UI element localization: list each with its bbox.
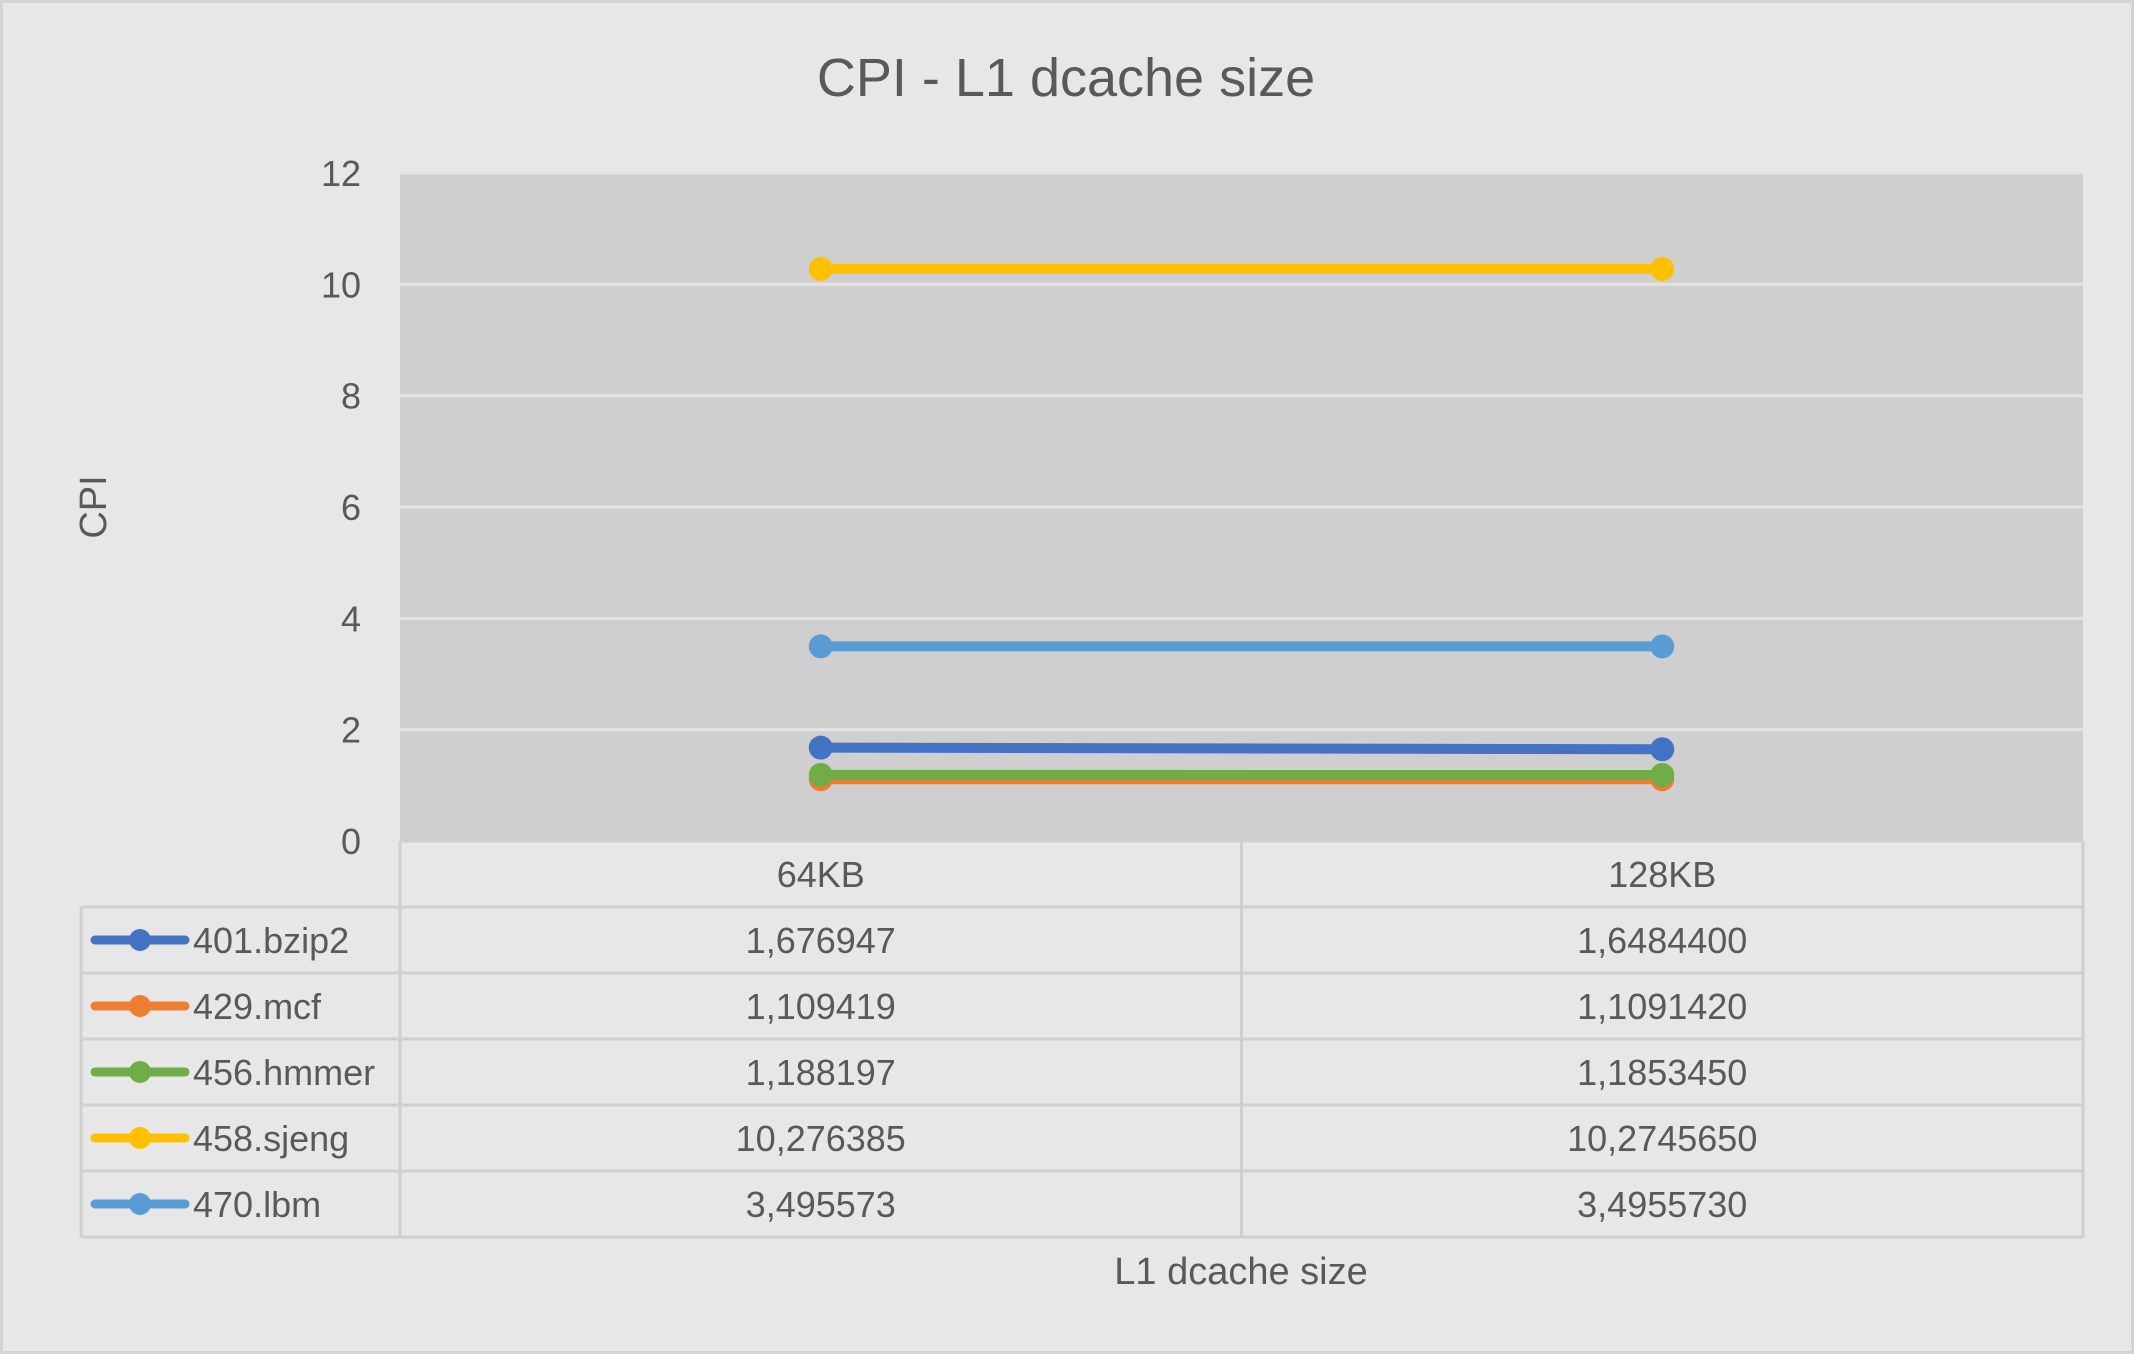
y-axis-label: CPI (73, 475, 115, 538)
y-tick-label: 10 (321, 264, 361, 305)
data-point (1650, 737, 1675, 762)
legend-series-name: 456.hmmer (193, 1052, 375, 1093)
data-point (1650, 763, 1675, 788)
table-cell-value: 3,495573 (746, 1184, 896, 1225)
data-point (808, 762, 833, 787)
data-point (808, 256, 833, 281)
data-point (808, 735, 833, 760)
series-lines (808, 256, 1675, 792)
legend-key-marker (129, 995, 151, 1017)
x-category-label: 128KB (1608, 854, 1716, 895)
x-axis-label: L1 dcache size (1114, 1251, 1368, 1293)
data-point (808, 634, 833, 659)
table-cell-value: 1,188197 (746, 1052, 896, 1093)
legend-series-name: 458.sjeng (193, 1118, 349, 1159)
data-point (1650, 634, 1675, 659)
legend-key-marker (129, 1061, 151, 1083)
legend-series-name: 401.bzip2 (193, 920, 349, 961)
table-cell-value: 1,676947 (746, 920, 896, 961)
legend-key-marker (129, 1127, 151, 1149)
y-axis-ticks: 0 2 4 6 8 10 12 (321, 153, 361, 862)
legend-series-name: 429.mcf (193, 986, 322, 1027)
y-tick-label: 6 (341, 487, 361, 528)
y-tick-label: 12 (321, 153, 361, 194)
line-chart: 0 2 4 6 8 10 12 64KB 128KB 401.bzip2 1,676947 1,64… (73, 48, 2085, 1293)
data-point (1650, 257, 1675, 282)
y-tick-label: 8 (341, 376, 361, 417)
data-table: 64KB 128KB 401.bzip2 1,676947 1,6484400 429.m… (79, 839, 2085, 1239)
table-cell-value: 10,2745650 (1567, 1118, 1757, 1159)
legend-key-marker (129, 929, 151, 951)
table-cell-value: 1,6484400 (1577, 920, 1747, 961)
x-category-label: 64KB (777, 854, 865, 895)
y-tick-label: 2 (341, 710, 361, 751)
table-cell-value: 1,1853450 (1577, 1052, 1747, 1093)
series-line (815, 742, 1668, 755)
gridlines (400, 171, 2083, 732)
y-tick-label: 0 (341, 821, 361, 862)
table-cell-value: 1,109419 (746, 986, 896, 1027)
chart-title: CPI - L1 dcache size (817, 48, 1315, 108)
legend-series-name: 470.lbm (193, 1184, 321, 1225)
legend-key-marker (129, 1193, 151, 1215)
table-cell-value: 1,1091420 (1577, 986, 1747, 1027)
table-cell-value: 3,4955730 (1577, 1184, 1747, 1225)
y-tick-label: 4 (341, 598, 361, 639)
table-cell-value: 10,276385 (736, 1118, 906, 1159)
